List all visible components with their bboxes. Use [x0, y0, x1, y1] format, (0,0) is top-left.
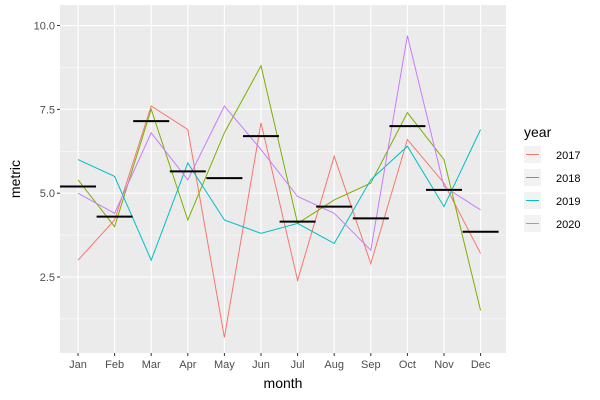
x-tick-label: Aug [324, 359, 344, 371]
y-tick-label: 10.0 [34, 21, 55, 33]
series-lines [77, 35, 482, 338]
x-tick-label: Jun [252, 359, 270, 371]
y-axis: 2.5 5.0 7.5 10.0 [34, 21, 60, 284]
series-line-2018 [77, 64, 482, 311]
series-line-2017 [77, 105, 482, 338]
y-axis-title: metric [7, 160, 23, 198]
y-tick-label: 2.5 [40, 272, 55, 284]
x-tick-label: Dec [471, 359, 491, 371]
y-tick-label: 5.0 [40, 188, 55, 200]
y-tick-label: 7.5 [40, 104, 55, 116]
series-line-2019 [77, 129, 482, 262]
mean-markers [60, 120, 499, 233]
legend-label: 2018 [556, 173, 580, 185]
x-tick-label: Mar [142, 359, 161, 371]
x-tick-label: Jul [291, 359, 305, 371]
legend-label: 2019 [556, 196, 580, 208]
x-tick-label: Apr [179, 359, 196, 371]
legend-label: 2017 [556, 150, 580, 162]
plot-panel [60, 5, 506, 353]
x-tick-label: May [214, 359, 235, 371]
x-tick-label: Oct [399, 359, 416, 371]
legend: year 2017 2018 2019 2020 [524, 124, 580, 232]
x-axis-title: month [264, 375, 303, 391]
x-axis: Jan Feb Mar Apr May Jun Jul Aug Sep Oct Nov Dec [69, 353, 491, 371]
legend-items: 2017 2018 2019 2020 [524, 146, 580, 232]
legend-label: 2020 [556, 219, 580, 231]
x-tick-label: Jan [69, 359, 87, 371]
legend-title: year [524, 124, 552, 140]
x-tick-label: Sep [361, 359, 381, 371]
x-tick-label: Feb [105, 359, 124, 371]
x-tick-label: Nov [434, 359, 454, 371]
series-line-2020 [77, 35, 481, 252]
